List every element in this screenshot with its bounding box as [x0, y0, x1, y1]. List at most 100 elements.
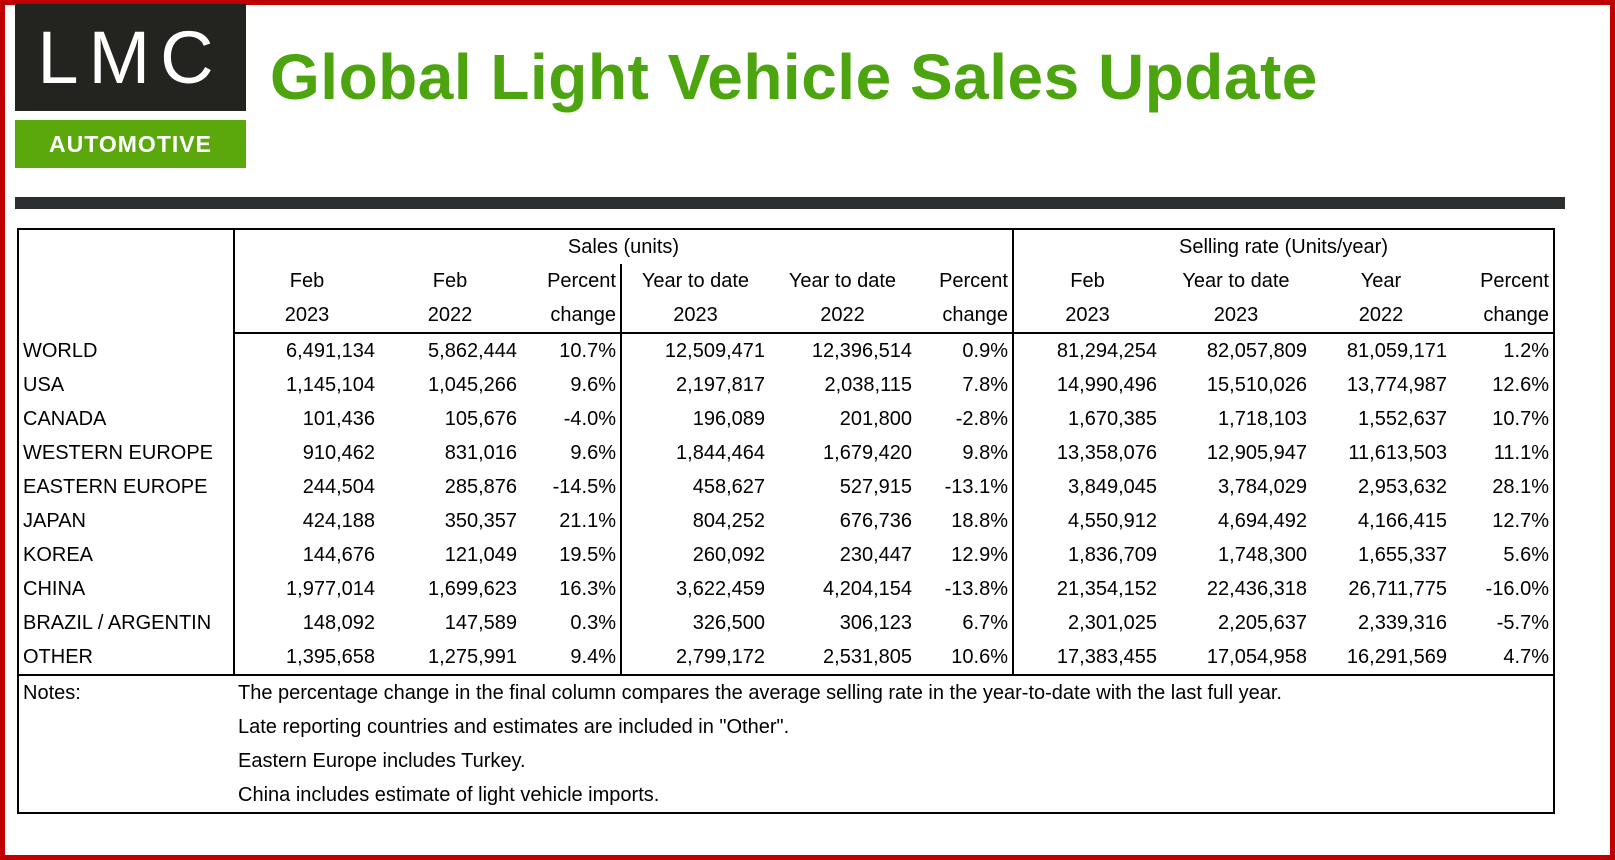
data-cell: -13.1%	[944, 476, 1008, 498]
data-cell: 21,354,152	[1012, 572, 1161, 606]
data-cell: 2,038,115	[824, 374, 913, 396]
data-cell: 6,491,134	[233, 332, 379, 368]
data-cell: 0.9%	[916, 332, 1013, 368]
data-cell: 910,462	[233, 436, 379, 470]
table-row: EASTERN EUROPE 244,504 285,876 -14.5% 458,62…	[18, 470, 1554, 504]
data-cell: 148,092	[233, 606, 379, 640]
column-header: Year	[1360, 270, 1402, 292]
data-cell: 4,550,912	[1012, 504, 1161, 538]
column-header: Year to date	[1182, 270, 1290, 292]
data-cell: 12.7%	[1492, 510, 1549, 532]
data-cell: 4,694,492	[1218, 510, 1307, 532]
data-cell: 82,057,809	[1161, 332, 1311, 368]
region-label: WORLD	[23, 339, 98, 362]
note-text: China includes estimate of light vehicle…	[238, 784, 660, 806]
data-cell: 105,676	[444, 408, 517, 430]
data-cell: 2,339,316	[1358, 612, 1447, 634]
logo-lmc: LMC	[15, 4, 246, 111]
table-row: KOREA 144,676 121,049 19.5% 260,092 230,447 12…	[18, 538, 1554, 572]
header-divider	[15, 197, 1565, 209]
blank-cell	[18, 744, 234, 778]
data-cell: 5,862,444	[379, 332, 521, 368]
sales-table: Sales (units) Selling rate (Units/year) …	[17, 228, 1555, 814]
data-cell: 81,294,254	[1012, 332, 1161, 368]
blank-cell	[18, 778, 234, 813]
data-cell: 1,679,420	[823, 442, 912, 464]
data-cell: 2,799,172	[620, 640, 769, 675]
data-cell: 1,552,637	[1358, 408, 1447, 430]
table-row: USA 1,145,104 1,045,266 9.6% 2,197,817 2,038,…	[18, 368, 1554, 402]
data-cell: 3,849,045	[1012, 470, 1161, 504]
data-cell: 17,054,958	[1206, 646, 1307, 668]
data-cell: 12,905,947	[1206, 442, 1307, 464]
data-cell: 12,396,514	[769, 332, 916, 368]
data-cell: -16.0%	[1485, 578, 1549, 600]
data-cell: 1,395,658	[233, 640, 379, 675]
region-label: KOREA	[23, 544, 94, 566]
column-header: Feb	[233, 264, 379, 298]
data-cell: 101,436	[233, 402, 379, 436]
region-label: USA	[23, 374, 65, 396]
data-cell: 1,670,385	[1012, 402, 1161, 436]
data-cell: 12.6%	[1492, 374, 1549, 396]
data-cell: 144,676	[233, 538, 379, 572]
column-header: Year to date	[620, 264, 769, 298]
data-cell: 14,990,496	[1012, 368, 1161, 402]
table-row: WESTERN EUROPE 910,462 831,016 9.6% 1,844,46…	[18, 436, 1554, 470]
note-text: Late reporting countries and estimates a…	[238, 716, 790, 738]
column-header: change	[1483, 304, 1549, 326]
table-row: BRAZIL / ARGENTIN 148,092 147,589 0.3% 326,5…	[18, 606, 1554, 640]
group-sales: Sales (units)	[233, 229, 1013, 264]
data-cell: 9.4%	[570, 646, 616, 668]
region-label: JAPAN	[23, 510, 86, 532]
column-header: Percent	[1480, 270, 1549, 292]
data-cell: 3,784,029	[1218, 476, 1307, 498]
data-cell: 285,876	[444, 476, 517, 498]
note-text: Eastern Europe includes Turkey.	[238, 750, 526, 772]
data-cell: 1,275,991	[428, 646, 517, 668]
data-cell: 4,166,415	[1358, 510, 1447, 532]
notes-label: Notes:	[18, 674, 234, 710]
data-cell: -14.5%	[552, 476, 616, 498]
data-cell: 1,655,337	[1358, 544, 1447, 566]
column-header: 2022	[820, 304, 865, 326]
column-header: 2022	[1358, 304, 1404, 326]
data-cell: 13,774,987	[1346, 374, 1447, 396]
data-cell: 13,358,076	[1012, 436, 1161, 470]
data-cell: 21.1%	[559, 510, 616, 532]
logo-automotive: AUTOMOTIVE	[15, 120, 246, 168]
column-header: Percent	[939, 270, 1008, 292]
data-cell: 5.6%	[1503, 544, 1549, 566]
data-cell: 2,197,817	[620, 368, 769, 402]
group-selling-rate: Selling rate (Units/year)	[1012, 229, 1554, 264]
data-cell: 1,699,623	[428, 578, 517, 600]
table-row: OTHER 1,395,658 1,275,991 9.4% 2,799,172 2,53…	[18, 640, 1554, 675]
data-cell: 10.7%	[521, 332, 621, 368]
data-cell: 26,711,775	[1348, 578, 1447, 600]
data-cell: 3,622,459	[620, 572, 769, 606]
table-row: JAPAN 424,188 350,357 21.1% 804,252 676,736 18…	[18, 504, 1554, 538]
data-cell: 81,059,171	[1311, 332, 1451, 368]
data-cell: 230,447	[839, 544, 912, 566]
data-cell: 306,123	[839, 612, 912, 634]
data-cell: 28.1%	[1492, 476, 1549, 498]
region-label: WESTERN EUROPE	[23, 442, 214, 464]
column-header: Percent	[547, 270, 616, 292]
data-cell: 4,204,154	[823, 578, 912, 600]
data-cell: 1.2%	[1451, 332, 1554, 368]
table-row: CHINA 1,977,014 1,699,623 16.3% 3,622,459 4,2…	[18, 572, 1554, 606]
column-header: 2023	[1213, 304, 1259, 326]
region-label: EASTERN EUROPE	[23, 476, 208, 498]
column-header: 2022	[427, 304, 473, 326]
table-row: WORLD 6,491,134 5,862,444 10.7% 12,509,471 12…	[18, 332, 1554, 368]
data-cell: 6.7%	[962, 612, 1008, 634]
column-header: Feb	[432, 270, 468, 292]
region-label: OTHER	[23, 646, 93, 668]
data-cell: 201,800	[839, 408, 912, 430]
data-cell: -5.7%	[1496, 612, 1549, 634]
data-cell: 19.5%	[559, 544, 616, 566]
column-header: Year to date	[788, 270, 897, 292]
note-text: The percentage change in the final colum…	[234, 674, 1554, 710]
data-cell: 7.8%	[962, 374, 1008, 396]
notes-row: Notes: The percentage change in the final…	[18, 674, 1554, 710]
